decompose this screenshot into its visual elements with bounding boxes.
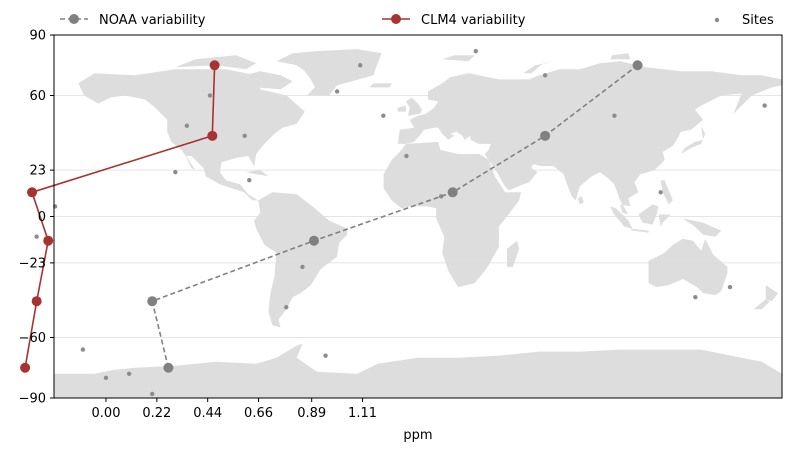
site-point (381, 113, 386, 118)
landmass-ireland (397, 105, 406, 112)
y-tick-label: 0 (38, 210, 46, 225)
world-map (54, 49, 782, 398)
landmass-new-zealand (765, 285, 778, 302)
landmass-svalbard (442, 55, 475, 62)
noaa-point (163, 362, 174, 373)
noaa-point (147, 296, 158, 307)
site-point (207, 93, 213, 98)
noaa-line (151, 64, 639, 368)
landmass-philippines (660, 180, 673, 205)
legend-sites-label: Sites (742, 13, 774, 28)
clm4-line (24, 65, 216, 368)
site-point (126, 371, 132, 376)
landmass-sulawesi (658, 214, 671, 227)
site-point (473, 48, 478, 54)
series-layer (20, 48, 767, 397)
landmass-baffin (244, 71, 293, 90)
noaa-point (309, 235, 319, 246)
x-tick-label: 0.22 (142, 406, 171, 421)
landmass-new-zealand-south (753, 299, 770, 310)
landmass-scandinavia (428, 73, 479, 104)
x-tick-label: 0.44 (193, 406, 222, 421)
landmass-africa (383, 141, 522, 288)
landmass-britain (405, 97, 422, 116)
site-point (247, 178, 252, 183)
landmass-greenland (276, 49, 382, 96)
site-point (34, 234, 39, 239)
landmass-europe-asia (397, 61, 782, 215)
legend-clm4-label: CLM4 variability (421, 13, 526, 28)
x-axis-title: ppm (403, 428, 432, 443)
landmass-novaya-zemlya (523, 61, 556, 74)
landmass-borneo (638, 204, 659, 225)
legend-noaa-label: NOAA variability (99, 13, 206, 28)
legend: NOAA variability CLM4 variability Sites (60, 13, 774, 28)
site-point (103, 375, 109, 381)
legend-noaa-marker (69, 14, 79, 24)
legend-clm4-marker (391, 14, 401, 24)
site-point (762, 103, 767, 108)
y-tick-label: 90 (29, 29, 46, 44)
x-tick-label: 0.89 (297, 406, 326, 421)
legend-sites-marker (714, 17, 720, 23)
site-point (184, 123, 190, 128)
landmass-australia (648, 238, 728, 296)
clm4-point (31, 296, 42, 307)
site-point (300, 264, 305, 270)
clm4-point (43, 235, 54, 246)
landmass-severnaya (610, 53, 631, 60)
x-tick-label: 0.66 (244, 406, 273, 421)
landmass-new-guinea (682, 218, 722, 237)
y-tick-label: 60 (29, 89, 46, 104)
landmass-arabia (488, 147, 538, 191)
site-point (404, 153, 409, 159)
y-tick-label: −60 (19, 331, 46, 346)
site-point (150, 391, 155, 397)
landmass-sri-lanka (577, 196, 584, 205)
landmass-antarctica (54, 343, 782, 398)
site-point (80, 347, 86, 352)
site-point (693, 294, 698, 300)
clm4-point (27, 187, 38, 198)
site-point (323, 353, 328, 358)
site-point (358, 63, 363, 68)
landmass-north-america (78, 69, 305, 201)
axes: 0.00 0.22 0.44 0.66 0.89 1.11 90 60 23 0 −23 −60 −90… (19, 29, 783, 443)
site-point (542, 73, 548, 78)
landmass-south-america (254, 192, 348, 328)
site-point (173, 169, 178, 175)
y-tick-label: −90 (19, 392, 46, 407)
landmass-sumatra (610, 206, 633, 229)
landmass-iceland (369, 83, 392, 88)
site-point (658, 190, 663, 195)
clm4-point (20, 362, 31, 373)
x-tick-label: 1.11 (348, 406, 377, 421)
site-point (284, 305, 289, 310)
x-tick-label: 0.00 (92, 406, 121, 421)
site-point (727, 284, 733, 290)
noaa-point (447, 187, 458, 198)
landmass-madagascar (507, 240, 520, 267)
clm4-point (209, 60, 220, 71)
landmass-japan (680, 125, 706, 154)
noaa-point (540, 130, 551, 141)
site-point (334, 89, 340, 94)
landmass-cuba (246, 170, 269, 177)
clm4-point (207, 130, 218, 141)
site-point (612, 113, 617, 118)
site-point (242, 133, 247, 139)
landmass-java (630, 228, 649, 233)
y-tick-label: 23 (29, 164, 46, 179)
noaa-point (632, 60, 643, 71)
y-tick-label: −23 (19, 256, 46, 271)
